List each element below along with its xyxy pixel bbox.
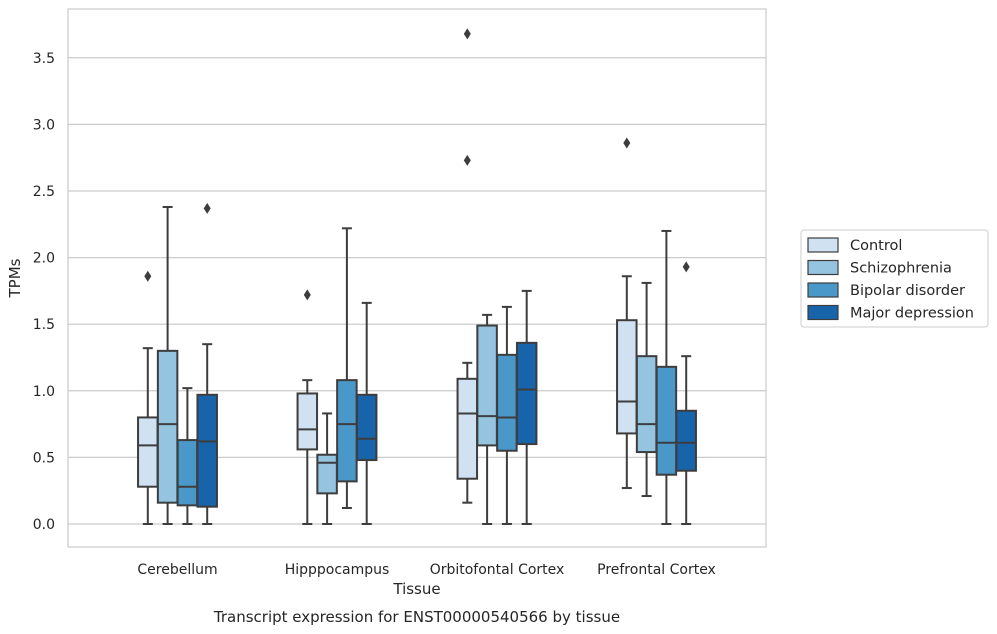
- y-tick-label: 0.0: [33, 517, 55, 533]
- legend-label: Major depression: [850, 306, 974, 322]
- iqr-box: [355, 393, 378, 462]
- iqr-box: [336, 379, 358, 483]
- x-axis-ticks: Cerebellum Hipppocampus Orbitofontal Corte…: [137, 562, 715, 578]
- x-tick-label: Orbitofontal Cortex: [430, 562, 565, 578]
- box-group: [196, 202, 218, 525]
- iqr-box: [176, 439, 199, 507]
- outlier-point: [303, 289, 311, 301]
- iqr-box: [137, 416, 159, 488]
- legend-frame: [800, 229, 989, 328]
- legend-swatch: [807, 304, 839, 321]
- iqr-box: [476, 324, 498, 447]
- y-tick-label: 2.0: [33, 251, 55, 267]
- x-axis-title: Tissue: [392, 580, 440, 598]
- box-group: [476, 313, 498, 525]
- boxes: [137, 28, 697, 525]
- legend-swatch: [807, 282, 839, 298]
- outlier-point: [463, 28, 471, 40]
- y-tick-label: 1.5: [33, 317, 55, 333]
- x-tick-label: Hipppocampus: [285, 562, 390, 578]
- plot-area-frame: [67, 8, 767, 548]
- iqr-box: [156, 349, 179, 504]
- box-group: [296, 289, 319, 525]
- iqr-box: [316, 453, 338, 495]
- box-group: [515, 289, 538, 525]
- box-group: [616, 137, 638, 490]
- iqr-box: [616, 319, 638, 435]
- iqr-box: [196, 393, 218, 508]
- iqr-box: [496, 353, 518, 452]
- y-tick-label: 0.5: [33, 450, 55, 466]
- x-tick-label: Prefrontal Cortex: [597, 562, 716, 578]
- iqr-box: [515, 341, 538, 446]
- y-axis-title: TPMs: [6, 258, 24, 298]
- box-group: [336, 227, 358, 510]
- legend-swatch: [807, 237, 839, 253]
- y-axis-ticks: 0.0 0.5 1.0 1.5 2.0 2.5 3.0 3.5: [33, 51, 55, 533]
- outlier-point: [463, 154, 471, 166]
- outlier-point: [144, 270, 152, 282]
- outlier-point: [623, 137, 631, 149]
- box-group: [176, 387, 199, 525]
- box-group: [316, 412, 338, 525]
- legend-label: Control: [850, 238, 902, 254]
- y-tick-label: 2.5: [33, 184, 55, 200]
- outlier-point: [203, 202, 211, 214]
- legend-label: Schizophrenia: [850, 261, 952, 277]
- box-group: [496, 305, 518, 525]
- legend: Control Schizophrenia Bipolar disorder Majo…: [800, 229, 989, 328]
- legend-swatch: [807, 259, 839, 276]
- outlier-point: [682, 261, 690, 273]
- iqr-box: [655, 365, 678, 476]
- iqr-box: [635, 355, 658, 454]
- x-tick-label: Cerebellum: [137, 562, 217, 578]
- box-group: [137, 270, 159, 525]
- y-tick-label: 1.0: [33, 384, 55, 400]
- y-tick-label: 3.5: [33, 51, 55, 67]
- box-group: [675, 261, 697, 525]
- box-group: [635, 281, 658, 498]
- box-group: [355, 301, 378, 525]
- legend-label: Bipolar disorder: [850, 283, 965, 299]
- box-group: [456, 28, 479, 504]
- box-group: [655, 229, 678, 525]
- iqr-box: [296, 392, 319, 451]
- box-group: [156, 205, 179, 525]
- y-tick-label: 3.0: [33, 117, 55, 133]
- iqr-box: [675, 409, 697, 472]
- chart-caption: Transcript expression for ENST0000054056…: [213, 608, 620, 626]
- iqr-box: [456, 377, 479, 480]
